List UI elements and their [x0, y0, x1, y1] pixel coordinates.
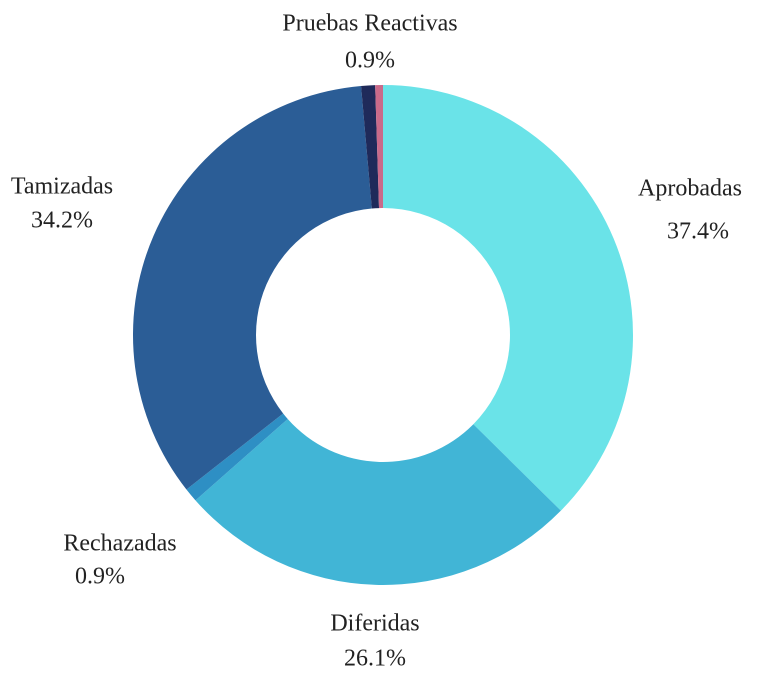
donut-slice	[195, 418, 561, 585]
slice-value: 34.2%	[31, 208, 93, 234]
donut-slice	[375, 85, 383, 209]
slice-value: 37.4%	[667, 219, 729, 245]
slice-label: Pruebas Reactivas	[282, 11, 457, 37]
slice-label: Tamizadas	[11, 174, 113, 200]
slice-label: Rechazadas	[63, 531, 176, 557]
slice-label: Aprobadas	[638, 176, 742, 202]
donut-slice	[186, 413, 288, 501]
slice-value: 0.9%	[345, 48, 395, 74]
donut-slice	[132, 85, 372, 490]
slice-value: 26.1%	[344, 646, 406, 672]
slice-label: Diferidas	[330, 611, 419, 637]
donut-slice	[361, 85, 380, 209]
donut-slice	[383, 85, 633, 511]
slice-value: 0.9%	[75, 564, 125, 590]
